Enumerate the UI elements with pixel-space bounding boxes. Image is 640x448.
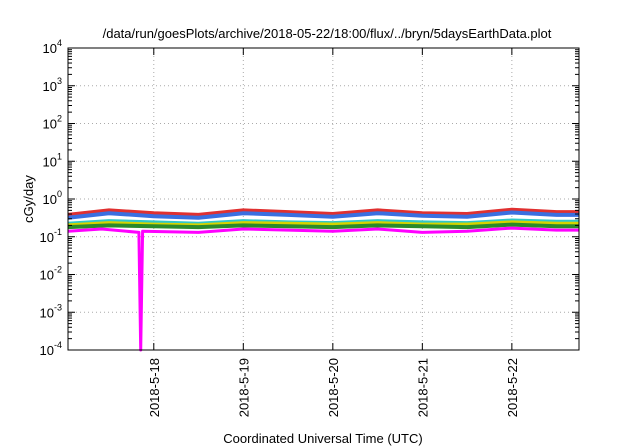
x-tick-label: 2018-5-22 [505,358,520,417]
grid [68,48,579,350]
y-tick-base: 10 [43,154,57,169]
y-tick-exponent: -1 [54,227,62,237]
x-tick-label: 2018-5-18 [147,358,162,417]
y-tick-exponent: -3 [54,302,62,312]
chart-title: /data/run/goesPlots/archive/2018-05-22/1… [103,26,552,41]
y-tick-label: 100 [43,189,62,207]
x-tick-label: 2018-5-21 [415,358,430,417]
y-tick-exponent: 3 [57,76,62,86]
y-tick-label: 101 [43,151,62,169]
series-line [67,226,579,352]
y-tick-label: 10-1 [40,227,62,245]
y-tick-base: 10 [43,79,57,94]
y-tick-base: 10 [43,192,57,207]
y-tick-exponent: 2 [57,114,62,124]
y-tick-exponent: -2 [54,265,62,275]
y-tick-exponent: -4 [54,340,62,350]
y-tick-label: 10-3 [40,302,62,320]
y-tick-label: 10-2 [40,265,62,283]
x-axis-tick-labels: 2018-5-18 2018-5-19 2018-5-20 2018-5-21 2018… [147,358,520,417]
y-tick-label: 102 [43,114,62,132]
y-tick-base: 10 [40,343,54,358]
x-tick-label: 2018-5-19 [236,358,251,417]
y-tick-base: 10 [40,268,54,283]
y-tick-exponent: 1 [57,151,62,161]
axis-ticks [68,47,579,351]
x-axis-label: Coordinated Universal Time (UTC) [223,431,422,446]
series-line [67,210,579,220]
y-tick-label: 10-4 [40,340,62,358]
series-line [67,222,579,230]
y-tick-base: 10 [43,117,57,132]
series-line [67,207,579,217]
x-tick-label: 2018-5-20 [326,358,341,417]
series-group [67,207,579,352]
y-tick-exponent: 0 [57,189,62,199]
y-tick-base: 10 [43,41,57,56]
y-tick-base: 10 [40,230,54,245]
y-tick-label: 104 [43,38,62,56]
y-tick-label: 103 [43,76,62,94]
y-tick-base: 10 [40,305,54,320]
y-tick-exponent: 4 [57,38,62,48]
y-axis-label: cGy/day [21,175,36,223]
